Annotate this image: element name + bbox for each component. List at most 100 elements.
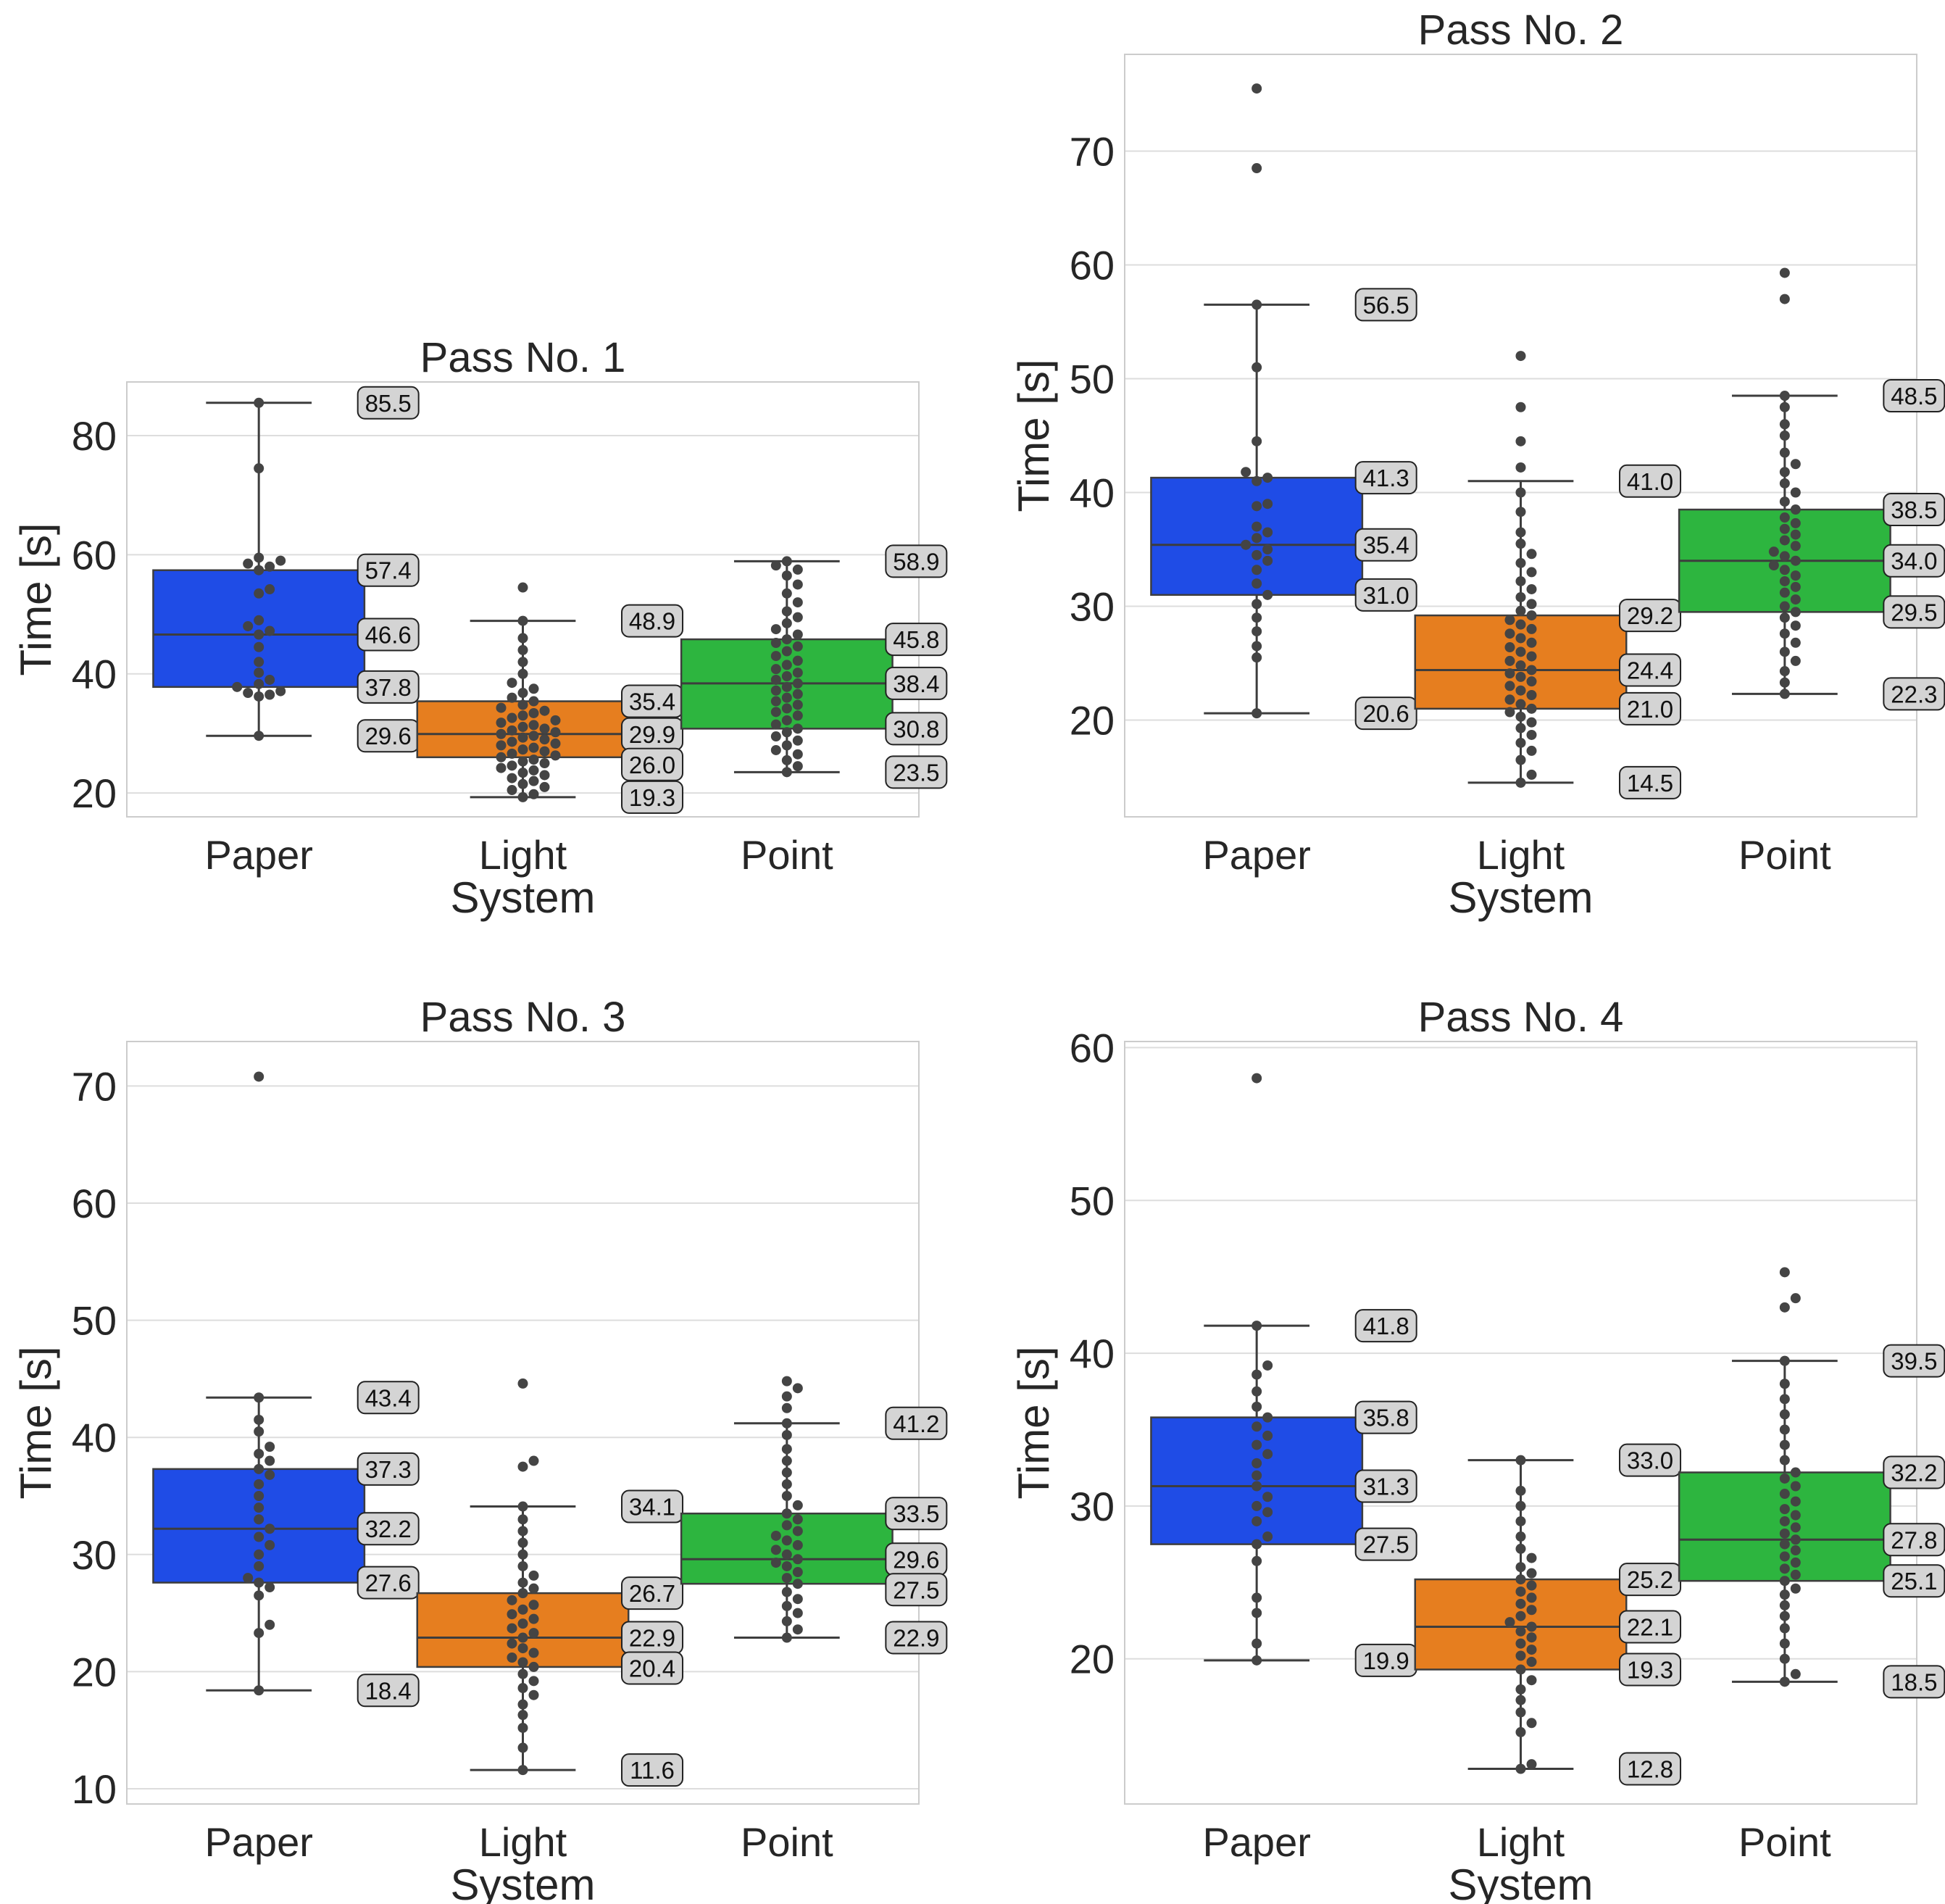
data-point: [517, 657, 528, 668]
stat-label-text: 19.3: [1627, 1656, 1673, 1683]
stat-label-box: [357, 1566, 420, 1600]
data-point: [528, 789, 539, 799]
data-point: [496, 752, 507, 762]
stat-label-box: [357, 670, 420, 704]
data-point: [1262, 1430, 1273, 1441]
data-point: [792, 678, 803, 689]
data-point: [517, 1560, 528, 1571]
stat-label-box: [357, 553, 420, 587]
stat-label-q3: 26.7: [621, 1576, 684, 1610]
data-point: [254, 1490, 265, 1501]
data-point: [1779, 677, 1790, 688]
stat-label-box: [1619, 1443, 1682, 1477]
data-point: [1251, 533, 1262, 544]
stat-label-q1: 25.1: [1883, 1564, 1945, 1598]
data-point: [1779, 1563, 1790, 1574]
data-point: [1526, 1592, 1537, 1603]
stat-label-box: [357, 618, 420, 652]
stat-label-box: [357, 1674, 420, 1708]
data-point: [517, 1604, 528, 1615]
stat-label-whislo: 20.6: [1354, 697, 1417, 731]
data-point: [781, 1490, 792, 1501]
data-point: [792, 597, 803, 608]
data-point: [792, 641, 803, 652]
data-point: [1779, 1676, 1790, 1687]
stat-label-text: 85.5: [365, 390, 412, 417]
data-point: [528, 1676, 539, 1687]
data-point: [254, 1628, 265, 1639]
stat-label-box: [621, 1576, 684, 1610]
data-point: [1515, 1598, 1526, 1609]
stat-label-box: [1883, 493, 1945, 527]
data-point: [1515, 402, 1526, 412]
data-point: [254, 1448, 265, 1459]
data-point: [1515, 1695, 1526, 1705]
data-point: [1251, 708, 1262, 719]
data-point: [254, 1531, 265, 1542]
data-point: [781, 727, 792, 738]
data-point: [781, 1467, 792, 1478]
data-point: [792, 735, 803, 746]
data-point: [781, 1391, 792, 1402]
data-point: [1515, 1500, 1526, 1511]
data-point: [550, 750, 561, 761]
stat-label-text: 25.1: [1891, 1568, 1937, 1595]
stat-label-text: 41.0: [1627, 468, 1673, 495]
data-point: [1515, 1763, 1526, 1774]
data-point: [1779, 523, 1790, 534]
data-point: [1262, 555, 1273, 566]
data-point: [528, 707, 539, 718]
stat-label-text: 27.8: [1891, 1526, 1937, 1553]
data-point: [1779, 1267, 1790, 1278]
data-point: [1790, 1545, 1801, 1556]
data-point: [517, 1657, 528, 1668]
data-point: [254, 1392, 265, 1403]
stat-label-whislo: 18.4: [357, 1674, 420, 1708]
data-point: [1251, 612, 1262, 623]
data-point: [1779, 1516, 1790, 1526]
data-point: [1526, 1621, 1537, 1632]
box-group-point: 58.9 45.8 38.4 30.8 23.5: [680, 544, 948, 789]
data-point: [1779, 1355, 1790, 1366]
data-point: [265, 1442, 275, 1452]
stat-label-box: [1883, 544, 1945, 578]
data-point: [265, 1539, 275, 1550]
data-point: [1251, 578, 1262, 589]
data-point: [1504, 707, 1515, 718]
stat-label-box: [885, 1573, 948, 1607]
stat-label-text: 29.9: [629, 721, 675, 748]
data-point: [792, 1594, 803, 1605]
stat-label-box: [1883, 1665, 1945, 1699]
data-point: [265, 584, 275, 595]
data-point: [1515, 685, 1526, 696]
data-point: [1526, 1645, 1537, 1655]
data-point: [1515, 1562, 1526, 1573]
data-point: [792, 1579, 803, 1589]
data-point: [265, 1619, 275, 1630]
stat-label-text: 14.5: [1627, 770, 1673, 797]
data-point: [1779, 1528, 1790, 1539]
data-point: [1515, 619, 1526, 630]
data-point: [517, 668, 528, 679]
data-point: [1526, 1675, 1537, 1686]
data-point: [539, 705, 550, 716]
data-point: [792, 668, 803, 678]
stat-label-text: 23.5: [893, 759, 939, 786]
data-point: [507, 785, 517, 796]
data-point: [1779, 612, 1790, 623]
stat-label-text: 27.6: [365, 1570, 412, 1597]
stat-label-box: [621, 780, 684, 814]
data-point: [770, 744, 781, 755]
data-point: [792, 689, 803, 699]
stat-label-q3: 57.4: [357, 553, 420, 587]
stat-label-box: [357, 1381, 420, 1415]
data-point: [792, 629, 803, 640]
data-point: [792, 699, 803, 710]
data-point: [550, 738, 561, 749]
stat-label-text: 33.0: [1627, 1447, 1673, 1474]
data-point: [517, 1588, 528, 1599]
data-point: [254, 1502, 265, 1513]
data-point: [1790, 570, 1801, 581]
data-point: [770, 664, 781, 675]
data-point: [1526, 689, 1537, 700]
